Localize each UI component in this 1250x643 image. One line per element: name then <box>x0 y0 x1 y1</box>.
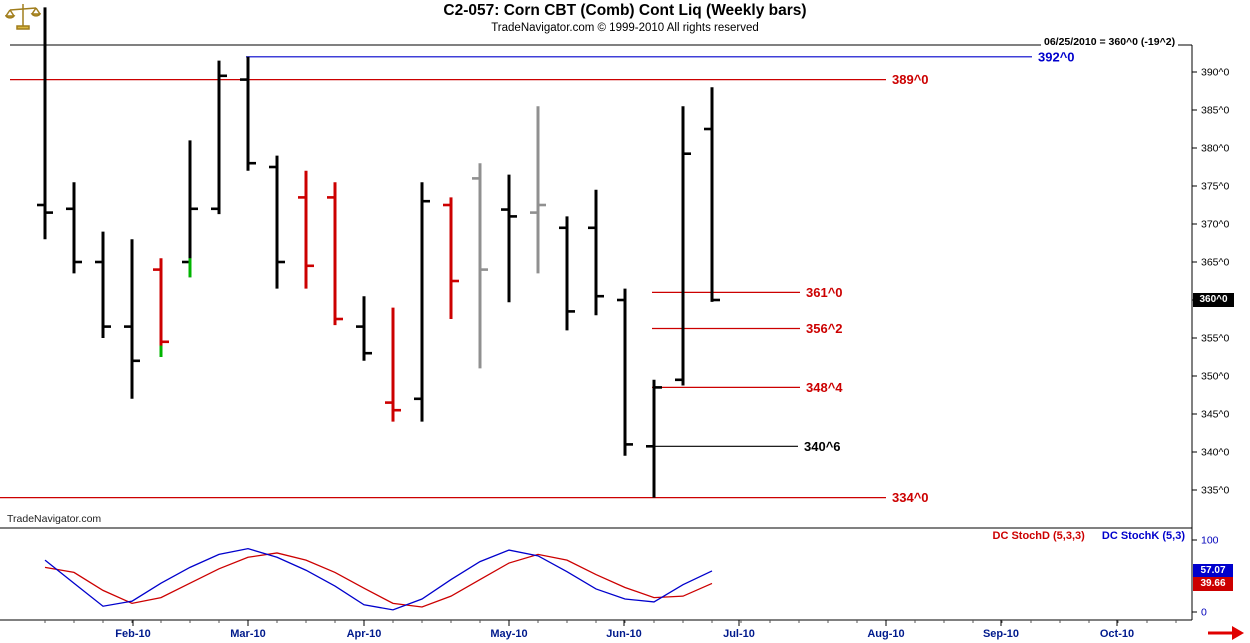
month-label: Feb-10 <box>115 628 150 640</box>
month-label: Mar-10 <box>230 628 265 640</box>
level-label: 389^0 <box>892 72 929 87</box>
month-label: Aug-10 <box>867 628 904 640</box>
level-label: 348^4 <box>806 380 843 395</box>
stoch-axis-label: 100 <box>1201 535 1219 547</box>
current-price-badge: 360^0 <box>1193 293 1234 307</box>
scales-icon <box>4 4 42 30</box>
price-axis-label: 340^0 <box>1201 447 1229 459</box>
level-label: 356^2 <box>806 321 843 336</box>
stoch-legend: DC StochD (5,3,3) DC StochK (5,3) <box>993 530 1185 542</box>
stoch-d-value-badge: 39.66 <box>1193 577 1233 592</box>
price-axis-label: 390^0 <box>1201 67 1229 79</box>
price-axis-label: 370^0 <box>1201 219 1229 231</box>
price-axis-label: 355^0 <box>1201 333 1229 345</box>
stoch-k-value-badge: 57.07 <box>1193 563 1233 578</box>
scroll-right-arrow[interactable] <box>1206 624 1246 643</box>
month-label: Jul-10 <box>723 628 755 640</box>
price-axis-label: 375^0 <box>1201 181 1229 193</box>
level-label: 361^0 <box>806 285 843 300</box>
stoch-axis-label: 0 <box>1201 607 1207 619</box>
stoch-k-line <box>44 547 713 611</box>
chart-title: C2-057: Corn CBT (Comb) Cont Liq (Weekly… <box>443 2 807 19</box>
month-label: May-10 <box>490 628 527 640</box>
level-label: 392^0 <box>1038 49 1075 64</box>
price-axis-label: 380^0 <box>1201 143 1229 155</box>
month-label: Sep-10 <box>983 628 1019 640</box>
level-label: 334^0 <box>892 490 929 505</box>
right-arrow-icon <box>1208 626 1244 640</box>
chart-subtitle: TradeNavigator.com © 1999-2010 All right… <box>491 22 759 34</box>
watermark: TradeNavigator.com <box>7 513 102 525</box>
price-axis-label: 365^0 <box>1201 257 1229 269</box>
level-label: 340^6 <box>804 439 841 454</box>
last-price-annotation: 06/25/2010 = 360^0 (-19^2) <box>1041 36 1179 48</box>
month-label: Apr-10 <box>347 628 382 640</box>
month-label: Oct-10 <box>1100 628 1134 640</box>
price-axis-label: 385^0 <box>1201 105 1229 117</box>
stoch-k-label: DC StochK (5,3) <box>1101 530 1185 542</box>
price-axis-label: 345^0 <box>1201 409 1229 421</box>
month-label: Jun-10 <box>606 628 641 640</box>
price-axis-label: 350^0 <box>1201 371 1229 383</box>
price-axis-label: 335^0 <box>1201 485 1229 497</box>
stoch-d-label: DC StochD (5,3,3) <box>992 530 1085 542</box>
trade-navigator-logo <box>4 1 42 38</box>
stoch-d-line <box>44 552 713 608</box>
